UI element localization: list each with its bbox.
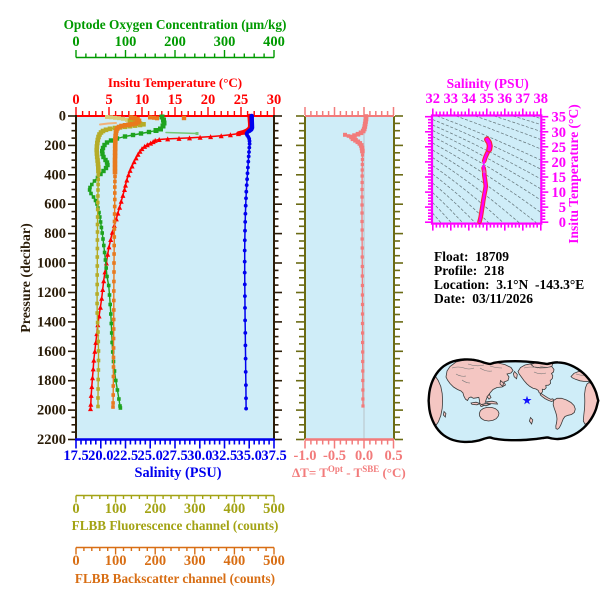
svg-text:10: 10 <box>552 185 567 201</box>
svg-text:17.5: 17.5 <box>63 448 88 464</box>
svg-text:100: 100 <box>105 553 127 569</box>
svg-text:1400: 1400 <box>37 314 66 330</box>
svg-text:20: 20 <box>201 92 216 108</box>
svg-text:0: 0 <box>72 553 79 569</box>
svg-text:500: 500 <box>263 501 285 517</box>
svg-text:25.0: 25.0 <box>138 448 163 464</box>
svg-text:500: 500 <box>263 553 285 569</box>
svg-text:Date: 03/11/2026: Date: 03/11/2026 <box>434 291 533 306</box>
svg-text:1600: 1600 <box>37 344 66 360</box>
svg-text:100: 100 <box>105 501 127 517</box>
svg-text:33: 33 <box>444 91 459 107</box>
svg-text:0.5: 0.5 <box>384 448 402 464</box>
svg-text:38: 38 <box>534 91 549 107</box>
svg-text:Location: 3.1°N -143.3°E: Location: 3.1°N -143.3°E <box>434 277 584 292</box>
svg-text:200: 200 <box>44 138 66 154</box>
svg-text:400: 400 <box>224 553 246 569</box>
svg-text:ΔT= TOpt - TSBE (°C): ΔT= TOpt - TSBE (°C) <box>292 464 406 480</box>
svg-text:25: 25 <box>234 92 249 108</box>
svg-text:400: 400 <box>44 167 66 183</box>
svg-text:-0.5: -0.5 <box>323 448 346 464</box>
svg-text:0: 0 <box>72 92 79 108</box>
svg-text:20: 20 <box>552 155 567 171</box>
svg-text:2000: 2000 <box>37 403 66 419</box>
svg-text:2200: 2200 <box>37 432 66 448</box>
svg-text:25: 25 <box>552 140 567 156</box>
svg-text:Salinity (PSU): Salinity (PSU) <box>135 465 222 481</box>
svg-text:1200: 1200 <box>37 285 66 301</box>
svg-text:Insitu Temperature (°C): Insitu Temperature (°C) <box>566 104 581 243</box>
svg-text:30.0: 30.0 <box>187 448 212 464</box>
svg-text:37.5: 37.5 <box>261 448 286 464</box>
svg-text:32: 32 <box>426 91 441 107</box>
svg-text:0: 0 <box>559 215 566 231</box>
svg-text:Float: 18709: Float: 18709 <box>434 249 509 264</box>
svg-text:-1.0: -1.0 <box>294 448 317 464</box>
svg-text:30: 30 <box>552 125 567 141</box>
svg-text:0: 0 <box>59 109 66 125</box>
svg-text:100: 100 <box>115 34 137 50</box>
svg-text:Insitu Temperature (°C): Insitu Temperature (°C) <box>108 75 242 90</box>
svg-text:22.5: 22.5 <box>113 448 138 464</box>
svg-text:300: 300 <box>184 501 206 517</box>
svg-text:20.0: 20.0 <box>88 448 113 464</box>
svg-text:300: 300 <box>214 34 236 50</box>
svg-text:Optode Oxygen Concentration (μ: Optode Oxygen Concentration (μm/kg) <box>64 17 287 32</box>
svg-text:35.0: 35.0 <box>237 448 262 464</box>
svg-text:200: 200 <box>164 34 186 50</box>
svg-text:0.0: 0.0 <box>355 448 373 464</box>
svg-text:FLBB Fluorescence channel (cou: FLBB Fluorescence channel (counts) <box>72 518 279 533</box>
svg-text:10: 10 <box>135 92 150 108</box>
svg-text:400: 400 <box>224 501 246 517</box>
svg-text:27.5: 27.5 <box>162 448 187 464</box>
svg-text:400: 400 <box>263 34 285 50</box>
svg-text:32.5: 32.5 <box>212 448 237 464</box>
svg-text:5: 5 <box>105 92 112 108</box>
svg-text:30: 30 <box>267 92 282 108</box>
svg-text:35: 35 <box>552 110 567 126</box>
svg-text:Profile: 218: Profile: 218 <box>434 263 504 278</box>
svg-text:15: 15 <box>552 170 567 186</box>
svg-text:34: 34 <box>462 91 477 107</box>
svg-text:37: 37 <box>516 91 531 107</box>
svg-text:1800: 1800 <box>37 373 66 389</box>
svg-text:Salinity (PSU): Salinity (PSU) <box>447 76 529 91</box>
svg-text:800: 800 <box>44 226 66 242</box>
svg-text:36: 36 <box>498 91 513 107</box>
svg-text:FLBB Backscatter channel (coun: FLBB Backscatter channel (counts) <box>75 571 275 586</box>
svg-text:200: 200 <box>144 501 166 517</box>
svg-text:Pressure (decibar): Pressure (decibar) <box>19 223 34 333</box>
svg-text:0: 0 <box>72 34 79 50</box>
svg-text:0: 0 <box>72 501 79 517</box>
svg-text:1000: 1000 <box>37 256 66 272</box>
svg-text:200: 200 <box>144 553 166 569</box>
svg-text:35: 35 <box>480 91 495 107</box>
svg-text:300: 300 <box>184 553 206 569</box>
svg-text:600: 600 <box>44 197 66 213</box>
svg-text:15: 15 <box>168 92 183 108</box>
svg-text:5: 5 <box>559 200 566 216</box>
